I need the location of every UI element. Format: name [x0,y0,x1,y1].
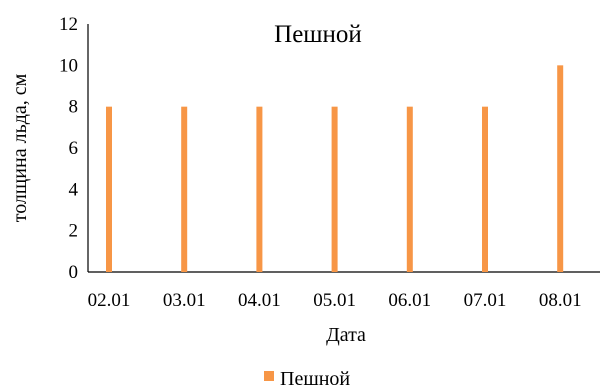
x-axis-label: Дата [326,324,366,346]
y-tick-label: 6 [69,138,79,159]
legend-swatch [264,371,274,381]
bar-04.01 [256,106,263,273]
x-tick-label: 04.01 [238,290,281,311]
x-tick-label: 07.01 [464,290,507,311]
y-tick-label: 12 [59,14,78,35]
x-tick-label: 03.01 [163,290,206,311]
y-tick-label: 4 [69,179,79,200]
y-tick-label: 0 [69,262,79,283]
y-tick-label: 10 [59,55,78,76]
x-tick-labels: 02.01 03.01 04.01 05.01 06.01 07.01 08.01 [88,290,582,311]
y-tick-labels: 0 2 4 6 8 10 12 [59,14,79,283]
y-tick-label: 2 [69,221,79,242]
bar-06.01 [406,106,413,273]
y-tick-label: 8 [69,97,79,118]
x-tick-label: 02.01 [88,290,131,311]
legend: Пешной [264,368,350,388]
bar-08.01 [557,65,564,272]
bar-03.01 [181,106,188,273]
x-tick-label: 05.01 [313,290,356,311]
legend-label: Пешной [280,368,350,388]
chart-title: Пешной [274,21,362,48]
bar-07.01 [482,106,488,273]
bar-05.01 [331,106,338,273]
y-axis-label: толщина льда, см [9,73,31,222]
bars-group [106,65,564,273]
x-tick-label: 06.01 [388,290,431,311]
x-tick-label: 08.01 [539,290,582,311]
bar-02.01 [106,106,112,273]
